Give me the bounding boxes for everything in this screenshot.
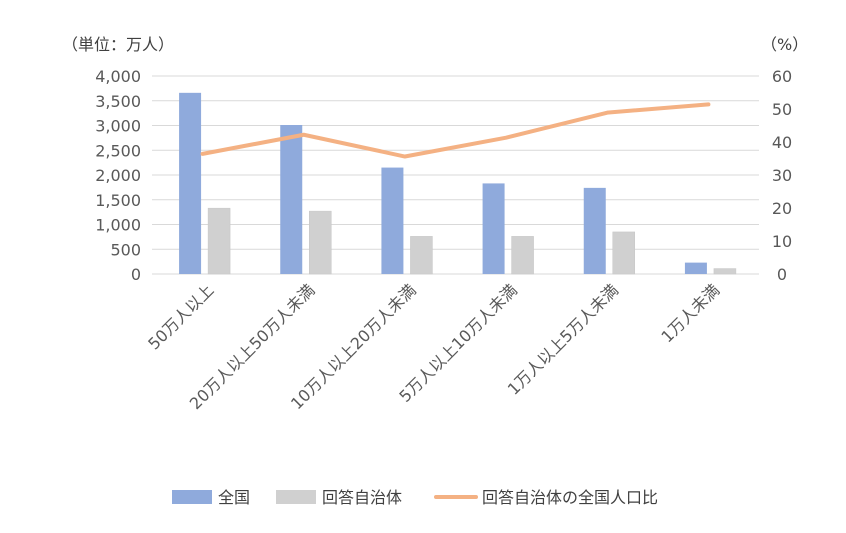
left-axis-tick-label: 4,000 [95,67,141,86]
right-axis-tick-label: 10 [772,232,792,251]
bar-national [280,125,303,274]
left-axis-tick-label: 0 [131,265,141,284]
left-axis-tick-label: 3,000 [95,117,141,136]
left-axis-unit-label: （単位：万人） [62,35,174,54]
bar-national [482,183,505,274]
left-axis-tick-label: 2,000 [95,166,141,185]
right-axis-unit-label: （%） [761,35,808,54]
bar-national [583,187,606,274]
left-axis-tick-label: 1,500 [95,191,141,210]
gridlines [152,75,759,275]
bar-respondent [309,210,332,275]
left-axis: （単位：万人） 0 500 1,000 1,500 2,000 2,500 3,000 3,5… [62,35,174,284]
legend-swatch [276,490,316,504]
right-axis-tick-label: 30 [772,166,792,185]
bar-national [381,167,404,274]
legend-label: 回答自治体の全国人口比 [482,488,658,507]
legend-swatch [172,490,212,504]
bar-national [179,92,202,274]
left-axis-tick-label: 1,000 [95,216,141,235]
bar-respondent [511,236,534,275]
bar-respondent [612,231,635,275]
category-label: 1万人以上5万人未満 [504,280,622,398]
right-axis: （%） 0 10 20 30 40 50 60 [761,35,808,284]
category-label: 50万人以上 [144,280,217,353]
legend: 全国 回答自治体 回答自治体の全国人口比 [172,488,658,507]
bars [179,92,737,275]
category-labels: 50万人以上20万人以上50万人未満10万人以上20万人未満5万人以上10万人未… [144,280,723,413]
bar-national [684,262,707,274]
left-axis-tick-label: 500 [110,240,141,259]
right-axis-tick-label: 0 [777,265,787,284]
ratio-line [200,102,711,159]
left-axis-tick-label: 3,500 [95,92,141,111]
right-axis-tick-label: 50 [772,100,792,119]
right-axis-tick-label: 40 [772,133,792,152]
legend-label: 全国 [218,488,250,507]
right-axis-tick-label: 60 [772,67,792,86]
legend-label: 回答自治体 [322,488,402,507]
bar-respondent [713,268,737,275]
right-axis-tick-label: 20 [772,199,792,218]
left-axis-tick-label: 2,500 [95,141,141,160]
bar-respondent [410,236,433,275]
category-label: 1万人未満 [657,280,723,346]
bar-respondent [207,207,231,275]
ratio-line-path [200,102,711,159]
